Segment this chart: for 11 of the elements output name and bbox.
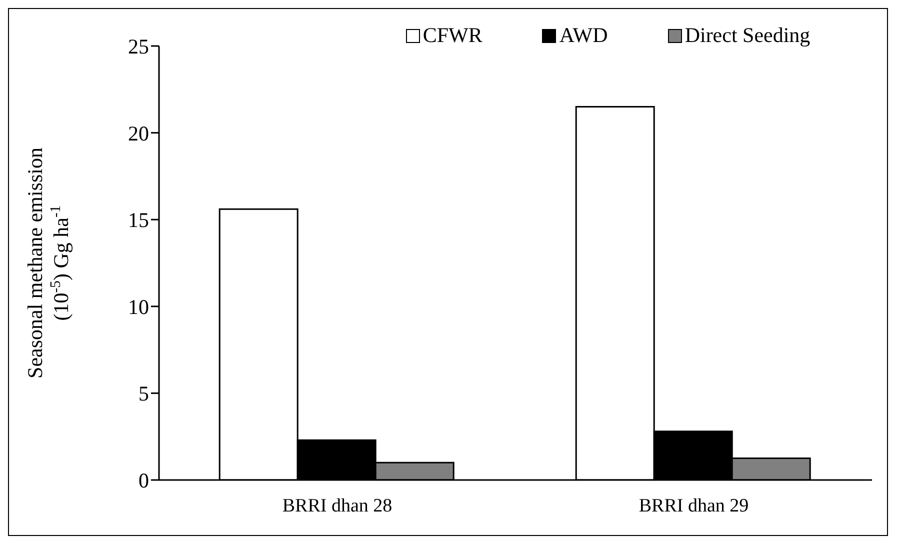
- y-tick-label: 0: [138, 468, 149, 492]
- y-tick-label: 5: [138, 382, 149, 406]
- x-tick-label: BRRI dhan 29: [638, 495, 749, 516]
- legend-label: CFWR: [422, 23, 482, 48]
- y-tick-label: 10: [128, 294, 149, 319]
- x-tick-label: BRRI dhan 28: [282, 495, 392, 516]
- legend-label: AWD: [559, 23, 608, 48]
- y-tick-label: 15: [128, 208, 149, 232]
- y-tick-label: 20: [128, 121, 149, 146]
- y-tick-label: 25: [128, 34, 149, 58]
- legend-label: Direct Seeding: [684, 23, 810, 48]
